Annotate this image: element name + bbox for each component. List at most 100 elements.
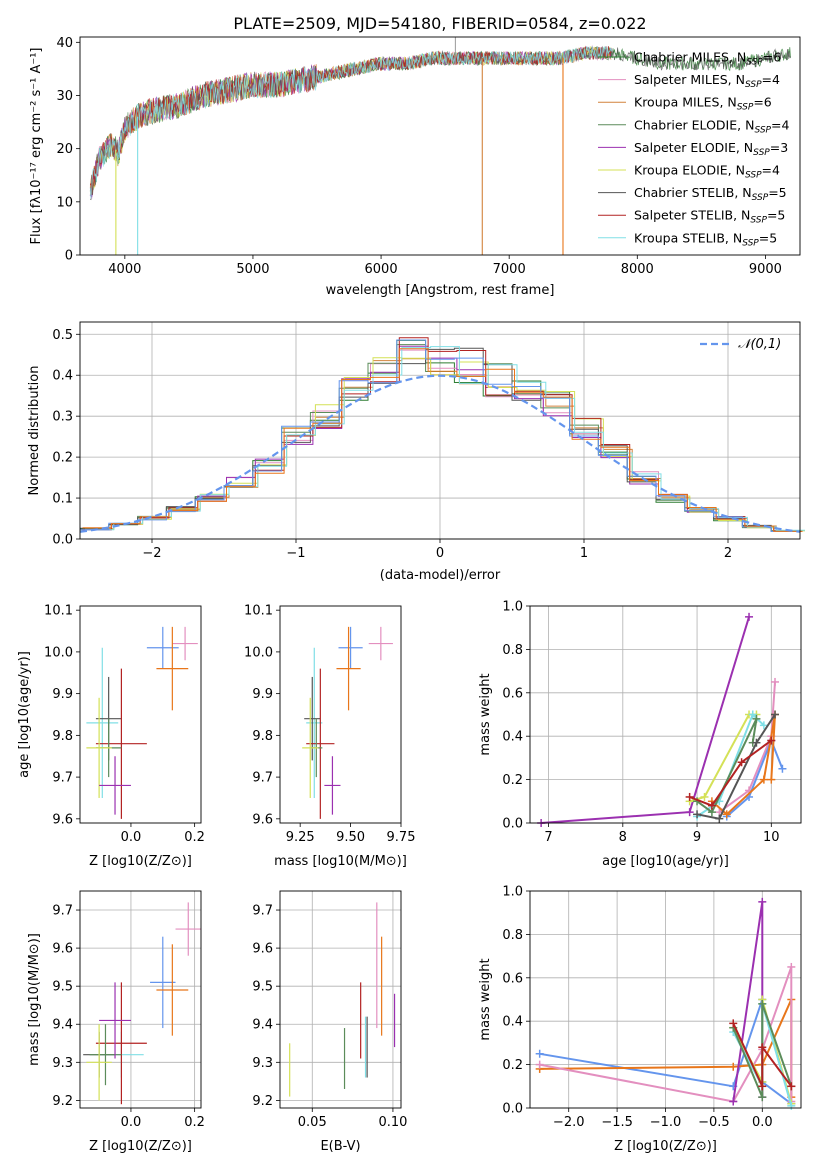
x-tick-label: −1	[286, 546, 305, 561]
y-tick-label: 40	[56, 36, 73, 51]
y-tick-label: 0.4	[502, 1015, 523, 1030]
axes-frame	[529, 890, 802, 1109]
y-tick-label: 0.2	[502, 1058, 523, 1073]
mass-weight-vs-z-panel: −2.0 −1.5 −1.0 −0.5 0.0 0.0 0.2 0.4 0.6 0.8 1.0 Z […	[478, 885, 802, 1154]
y-tick-label: 0.0	[52, 533, 73, 548]
y-tick-label: 0.6	[502, 686, 523, 701]
spectrum-series-line	[89, 45, 612, 199]
y-tick-label: 9.8	[252, 729, 273, 744]
mass-weight-vs-age-panel: 7 8 9 10 0.0 0.2 0.4 0.6 0.8 1.0 age [log10(age/yr…	[478, 600, 802, 869]
y-tick-label: 9.6	[52, 812, 73, 827]
mass-vs-z-panel: 0.0 0.2 9.2 9.3 9.4 9.5 9.6 9.7 Z [log10(Z/Z⊙)] m…	[27, 890, 205, 1154]
age-vs-mass-panel: 9.25 9.50 9.75 9.6 9.7 9.8 9.9 10.0 10.1 mass [lo…	[244, 604, 415, 869]
legend-label: Salpeter STELIB, NSSP=5	[634, 208, 785, 226]
y-tick-label: 10.1	[44, 604, 73, 619]
mass-weight-line	[718, 681, 776, 813]
x-tick-label: 9.50	[336, 830, 365, 845]
x-tick-label: 8	[619, 830, 627, 845]
mass-weight-line	[541, 616, 750, 824]
x-tick-label: −2.0	[553, 1115, 585, 1130]
x-tick-label: 0.2	[184, 830, 205, 845]
y-axis-label: age [log10(age/yr)]	[17, 651, 32, 778]
x-tick-label: 7000	[493, 262, 526, 277]
x-tick-label: 0.0	[121, 1115, 142, 1130]
y-tick-label: 9.4	[52, 1018, 73, 1033]
y-tick-label: 9.3	[252, 1056, 273, 1071]
axes-frame	[279, 605, 402, 824]
legend-label: Salpeter MILES, NSSP=4	[634, 72, 780, 90]
x-tick-label: 0.0	[121, 830, 142, 845]
x-tick-label: 5000	[236, 262, 269, 277]
y-tick-label: 9.8	[52, 729, 73, 744]
x-tick-label: −2	[142, 546, 161, 561]
y-tick-label: 0	[65, 249, 73, 264]
residual-histogram	[80, 339, 800, 532]
y-tick-label: 0.8	[502, 928, 523, 943]
legend-label: Chabrier MILES, NSSP=6	[634, 50, 781, 68]
y-tick-label: 1.0	[502, 885, 523, 900]
y-tick-label: 9.9	[52, 687, 73, 702]
legend-label: Chabrier ELODIE, NSSP=4	[634, 117, 789, 135]
x-axis-label: Z [log10(Z/Z⊙)]	[89, 854, 192, 869]
y-tick-label: 20	[56, 142, 73, 157]
x-tick-label: 9	[693, 830, 701, 845]
y-axis-label: Flux [fλ10⁻¹⁷ erg cm⁻² s⁻¹ A⁻¹]	[29, 48, 44, 245]
x-tick-label: −0.5	[698, 1115, 730, 1130]
y-tick-label: 9.7	[52, 771, 73, 786]
y-tick-label: 0.5	[52, 328, 73, 343]
x-axis-label: age [log10(age/yr)]	[602, 854, 729, 869]
axes-frame	[79, 36, 801, 256]
x-tick-label: 0.05	[298, 1115, 327, 1130]
y-tick-label: 10.0	[44, 645, 73, 660]
y-tick-label: 0.0	[502, 1102, 523, 1117]
y-tick-label: 9.2	[52, 1094, 73, 1109]
x-axis-label: mass [log10(M/M⊙)]	[274, 854, 407, 869]
axes-frame	[79, 890, 202, 1109]
normal-curve	[79, 374, 801, 533]
y-tick-label: 9.5	[52, 980, 73, 995]
mass-weight-line	[696, 713, 776, 820]
x-tick-label: 0.2	[184, 1115, 205, 1130]
x-axis-label: E(B-V)	[320, 1139, 360, 1154]
x-tick-label: 9000	[749, 262, 782, 277]
mass-weight-line	[732, 1022, 793, 1087]
spectrum-series-line	[89, 45, 612, 196]
legend-label: Chabrier STELIB, NSSP=5	[634, 185, 787, 203]
x-tick-label: 9.75	[387, 830, 416, 845]
y-tick-label: 10.1	[244, 604, 273, 619]
y-tick-label: 0.1	[52, 492, 73, 507]
figure-title: PLATE=2509, MJD=54180, FIBERID=0584, z=0…	[233, 14, 646, 33]
y-tick-label: 9.4	[252, 1018, 273, 1033]
legend-label: 𝒩(0,1)	[738, 337, 781, 352]
axes-frame	[79, 605, 202, 824]
x-tick-label: 4000	[108, 262, 141, 277]
x-axis-label: Z [log10(Z/Z⊙)]	[614, 1139, 717, 1154]
x-tick-label: 2	[724, 546, 732, 561]
mass-weight-line	[726, 737, 784, 818]
y-axis-label: Normed distribution	[27, 366, 42, 496]
y-tick-label: 0.4	[502, 730, 523, 745]
y-tick-label: 9.5	[252, 980, 273, 995]
y-tick-label: 30	[56, 89, 73, 104]
axes-frame	[79, 321, 801, 540]
x-tick-label: −1.0	[650, 1115, 682, 1130]
x-tick-label: 9.25	[286, 830, 315, 845]
y-tick-label: 9.6	[252, 812, 273, 827]
y-tick-label: 9.6	[252, 942, 273, 957]
spectrum-panel: 4000 5000 6000 7000 8000 9000 0 10 20 30 40 Chabrie…	[29, 36, 801, 298]
x-tick-label: 6000	[365, 262, 398, 277]
y-tick-label: 0.4	[52, 369, 73, 384]
y-tick-label: 9.9	[252, 687, 273, 702]
x-tick-label: 0.10	[378, 1115, 407, 1130]
y-tick-label: 0.2	[502, 773, 523, 788]
legend-label: Kroupa ELODIE, NSSP=4	[634, 163, 780, 181]
y-tick-label: 0.8	[502, 643, 523, 658]
y-tick-label: 9.2	[252, 1094, 273, 1109]
y-axis-label: mass weight	[478, 958, 493, 1040]
legend-label: Salpeter ELODIE, NSSP=3	[634, 140, 788, 158]
mass-vs-ebv-panel: 0.05 0.10 9.2 9.3 9.4 9.5 9.6 9.7 E(B-V)	[252, 890, 407, 1154]
mass-weight-line	[689, 739, 772, 807]
y-tick-label: 9.6	[52, 942, 73, 957]
y-tick-label: 0.0	[502, 817, 523, 832]
